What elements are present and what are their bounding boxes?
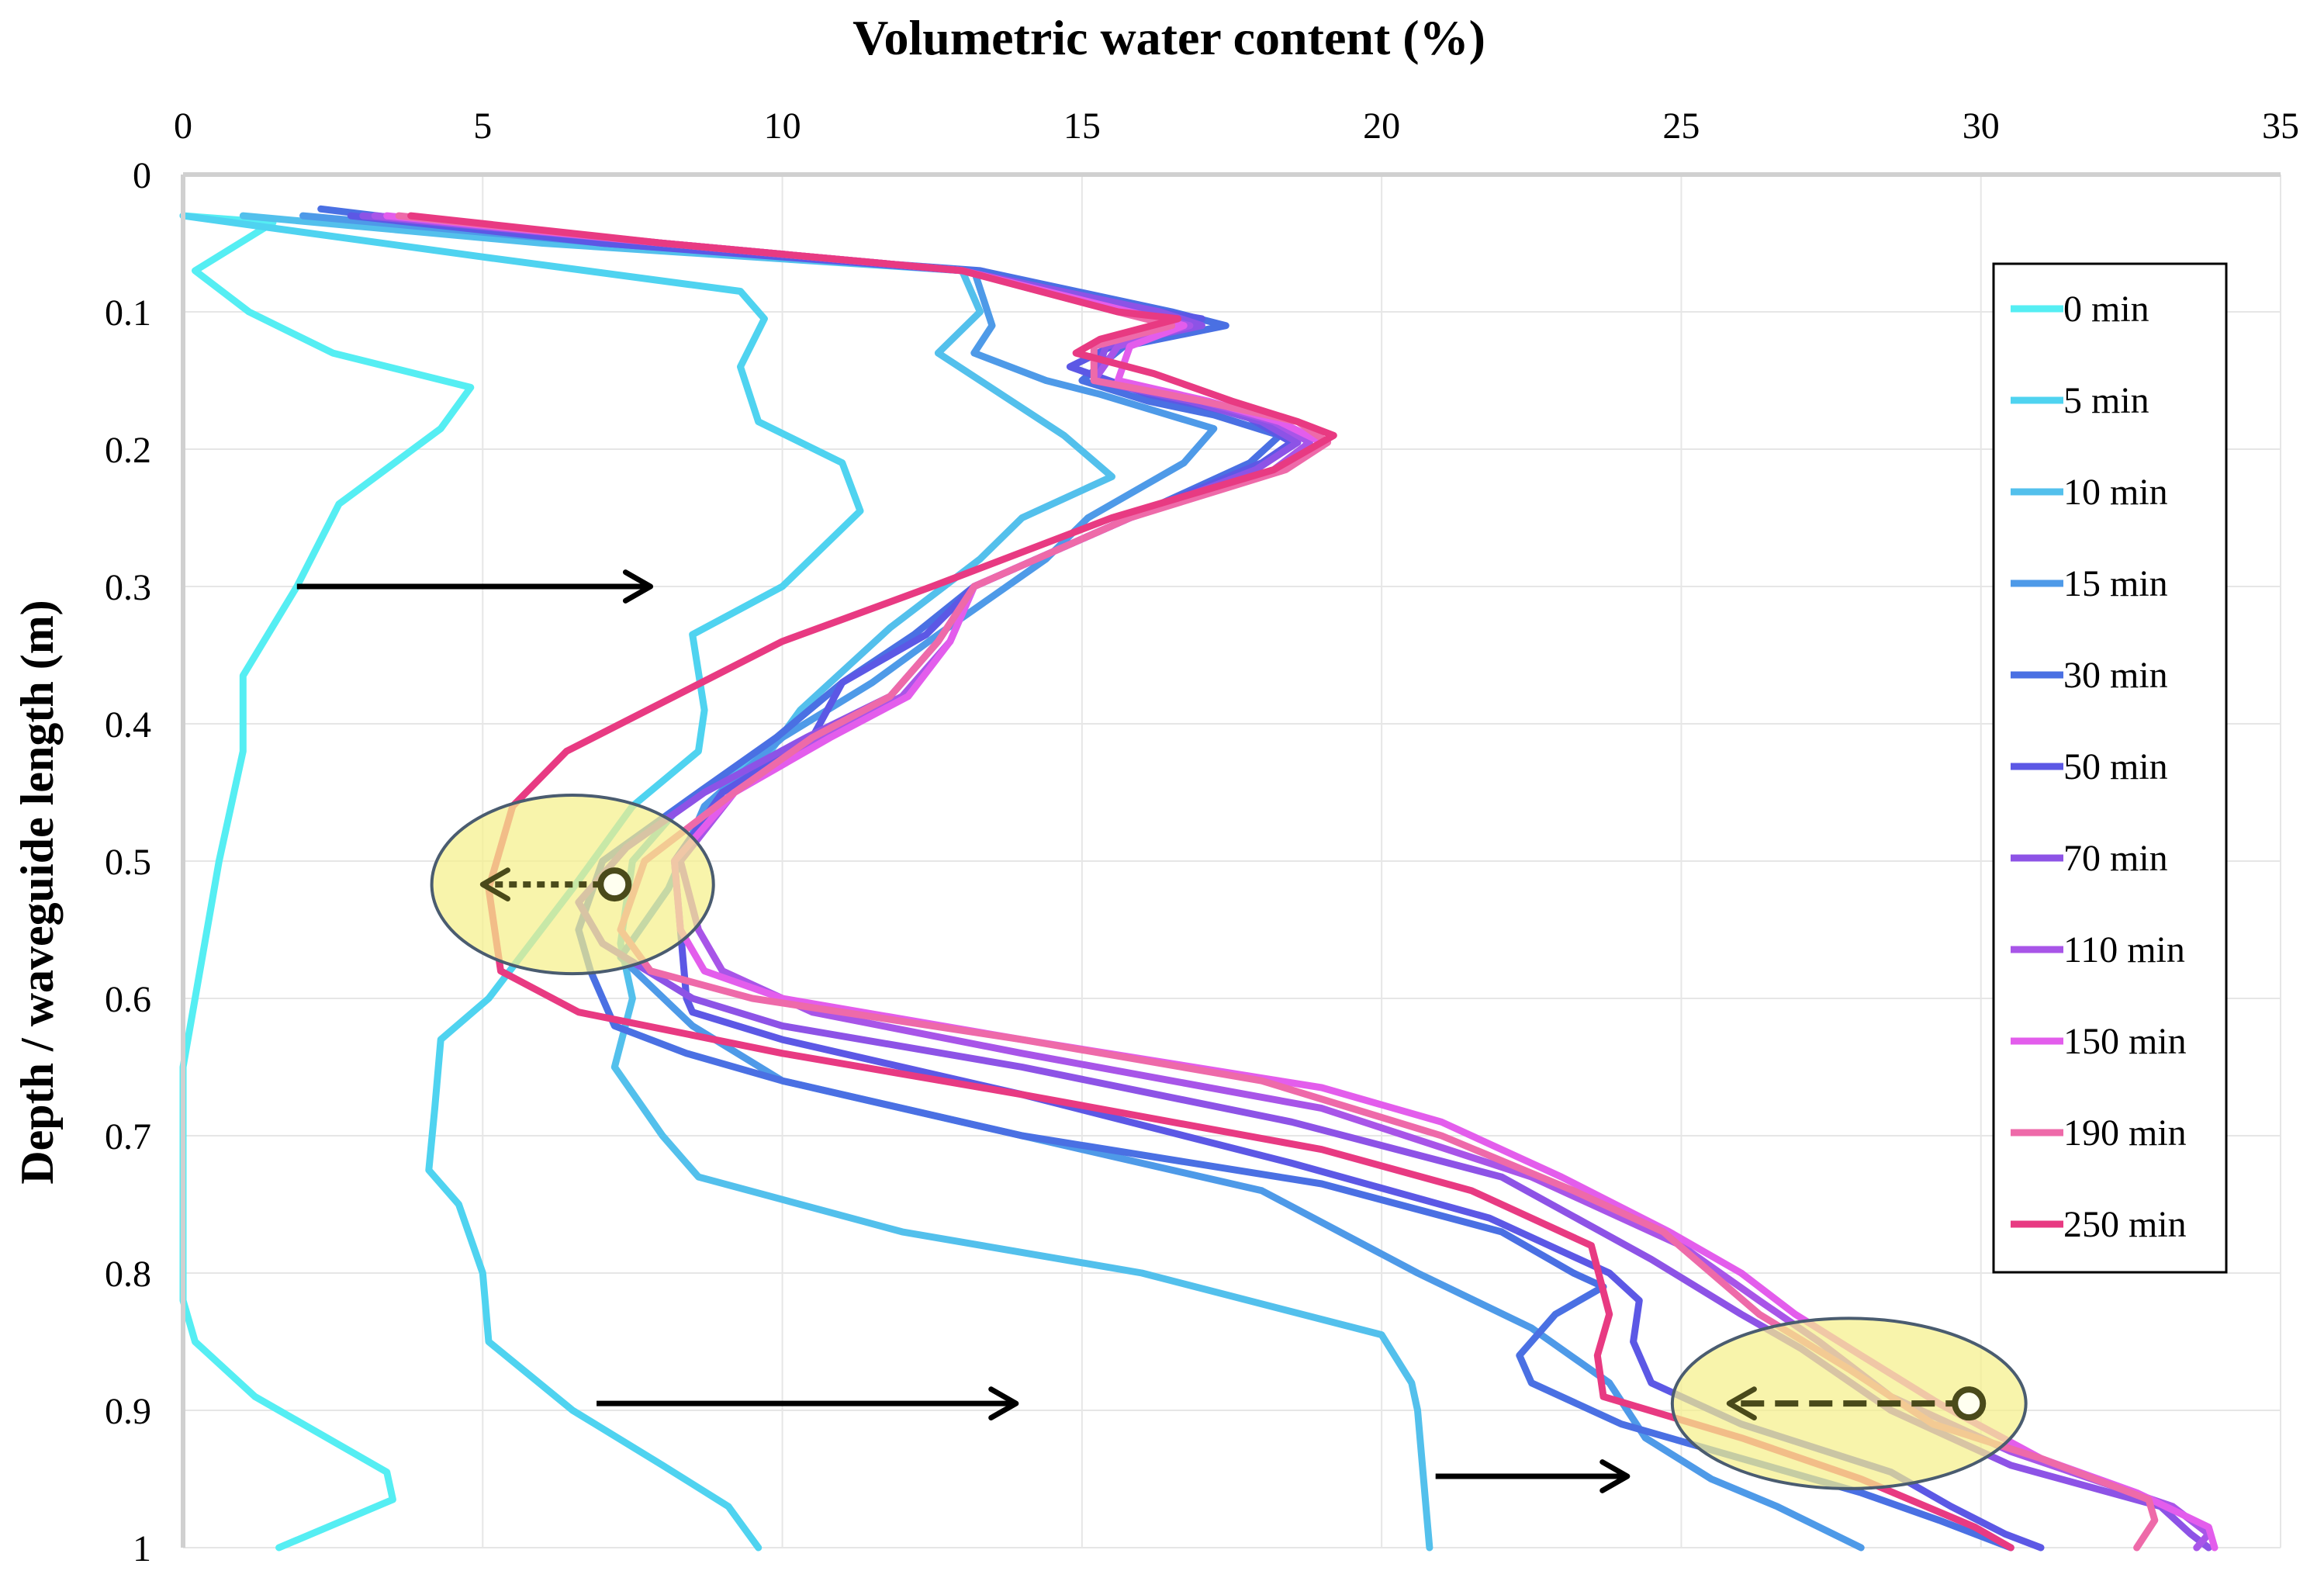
legend-entry-label: 70 min [2063,838,2168,879]
legend-entry-label: 250 min [2063,1204,2187,1245]
annotations [296,569,2028,1493]
legend-entry-label: 190 min [2063,1112,2187,1154]
y-tick-label: 0.3 [105,567,151,608]
x-tick-label: 25 [1662,106,1700,147]
y-tick-label: 0.5 [105,842,151,883]
legend-entry-label: 30 min [2063,655,2168,696]
legend-entry-label: 15 min [2063,563,2168,604]
legend-entry-label: 50 min [2063,746,2168,787]
annotation-origin-marker [597,867,632,902]
x-tick-label: 15 [1063,106,1101,147]
y-tick-label: 0.6 [105,979,151,1020]
legend-entry-label: 150 min [2063,1021,2187,1062]
y-tick-label: 0.8 [105,1254,151,1295]
legend-entry-label: 110 min [2063,929,2185,970]
y-axis-title: Depth / waveguide length (m) [12,600,63,1184]
legend-entry-label: 10 min [2063,472,2168,513]
x-tick-label: 5 [473,106,492,147]
legend: 0 min 5 min 10 min 15 min 30 min 50 min 70 min… [1992,262,2228,1274]
y-tick-label: 0.9 [105,1391,151,1432]
x-tick-label: 30 [1963,106,2000,147]
x-tick-label: 20 [1363,106,1400,147]
x-tick-label: 0 [174,106,192,147]
legend-entry-label: 5 min [2063,380,2149,421]
y-tick-label: 0.4 [105,704,151,746]
x-tick-label: 10 [764,106,801,147]
x-tick-label: 35 [2262,106,2299,147]
x-axis-title: Volumetric water content (%) [852,10,1485,65]
annotation-origin-marker [1952,1386,1987,1421]
y-tick-label: 0.2 [105,430,151,471]
y-tick-label: 0.7 [105,1116,151,1157]
axes: 0 5 10 15 20 25 30 35 0 0.1 0.2 0.3 0.4 0.5 0.6 0.7 0.8 0… [105,106,2299,1569]
legend-entry-label: 0 min [2063,289,2149,330]
y-tick-label: 0 [133,155,151,196]
series-line-0-min [179,212,475,1552]
y-tick-label: 0.1 [105,292,151,334]
y-tick-label: 1 [133,1528,151,1569]
series-line-250-min [407,212,2014,1552]
